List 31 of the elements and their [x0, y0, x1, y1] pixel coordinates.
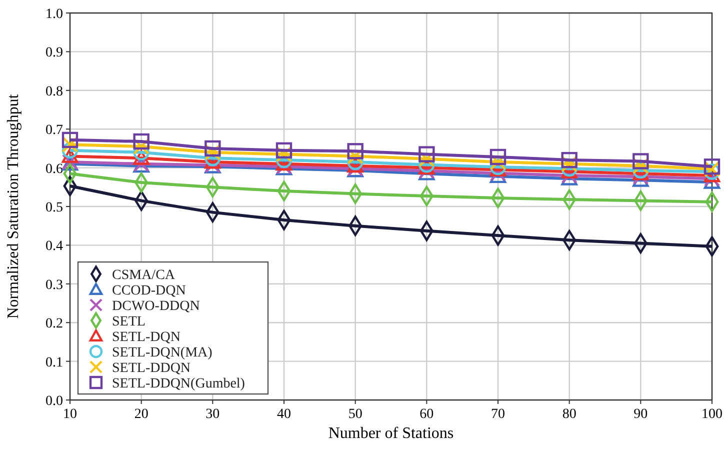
- x-tick-label: 50: [348, 407, 362, 422]
- legend-label: SETL-DQN(MA): [112, 346, 213, 360]
- x-axis-title: Number of Stations: [328, 425, 454, 442]
- legend-label: SETL-DDQN(Gumbel): [112, 376, 246, 392]
- y-tick-label: 0.2: [46, 316, 63, 332]
- x-tick-label: 20: [134, 407, 148, 422]
- legend-label: SETL-DDQN: [112, 361, 191, 376]
- x-tick-label: 90: [634, 407, 648, 422]
- x-tick-label: 10: [63, 407, 77, 422]
- legend-label: DCWO-DDQN: [112, 299, 200, 314]
- x-tick-label: 80: [562, 407, 576, 422]
- y-tick-label: 0.7: [46, 123, 63, 138]
- y-tick-label: 0.3: [46, 278, 63, 293]
- legend-label: SETL: [112, 314, 146, 330]
- x-tick-label: 100: [702, 407, 722, 422]
- legend-label: CSMA/CA: [112, 268, 176, 283]
- y-tick-label: 0.5: [46, 200, 63, 216]
- x-tick-label: 30: [206, 407, 220, 422]
- y-tick-label: 0.1: [46, 355, 63, 370]
- y-tick-label: 0.0: [46, 394, 63, 409]
- y-tick-label: 0.8: [46, 84, 63, 100]
- y-axis-title: Normalized Saturation Throughput: [5, 94, 22, 319]
- x-tick-label: 40: [277, 407, 291, 422]
- y-tick-label: 0.4: [46, 239, 63, 254]
- x-tick-label: 70: [491, 407, 505, 422]
- y-tick-label: 1.0: [46, 7, 63, 22]
- legend-label: SETL-DQN: [112, 330, 180, 345]
- y-tick-label: 0.9: [46, 46, 63, 61]
- legend-label: CCOD-DQN: [112, 284, 186, 298]
- x-tick-label: 60: [420, 407, 434, 422]
- y-tick-label: 0.6: [46, 162, 63, 177]
